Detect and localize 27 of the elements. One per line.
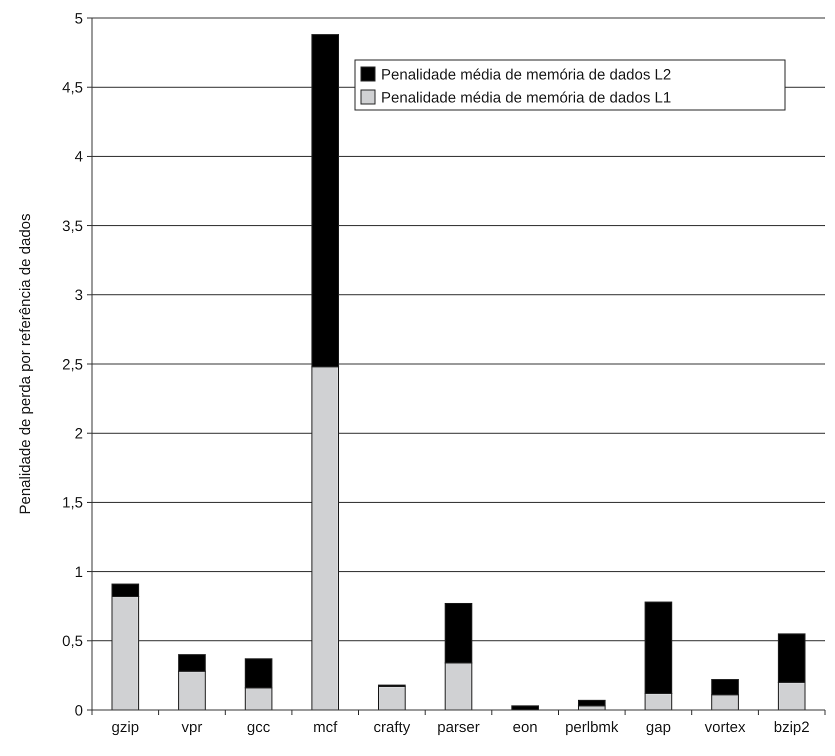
y-tick-label: 3 xyxy=(74,287,83,304)
x-tick-label: vpr xyxy=(182,719,202,736)
y-tick-label: 0 xyxy=(74,702,83,720)
x-tick-label: mcf xyxy=(313,719,338,736)
x-tick-label: vortex xyxy=(704,719,746,736)
x-tick-label: eon xyxy=(512,719,538,736)
y-tick-label: 5 xyxy=(74,10,83,28)
bar xyxy=(578,700,606,706)
x-tick-label: perlbmk xyxy=(565,719,619,736)
y-tick-label: 2,5 xyxy=(62,356,83,374)
y-tick-label: 4 xyxy=(74,148,83,166)
x-tick-label: gcc xyxy=(246,719,271,736)
y-tick-label: 1 xyxy=(74,564,83,581)
legend-label: Penalidade média de memória de dados L1 xyxy=(381,89,672,106)
x-tick-label: crafty xyxy=(374,719,411,736)
x-tick-label: gap xyxy=(646,719,671,736)
y-axis-title: Penalidade de perda por referência de dados xyxy=(17,213,34,515)
bar xyxy=(378,686,406,710)
y-tick-label: 4,5 xyxy=(62,79,83,96)
legend-label: Penalidade média de memória de dados L2 xyxy=(381,66,672,84)
y-tick-label: 2 xyxy=(74,425,83,442)
x-tick-label: parser xyxy=(437,719,480,736)
y-tick-label: 3,5 xyxy=(62,218,83,235)
y-tick-label: 1,5 xyxy=(62,494,83,512)
x-tick-label: gzip xyxy=(112,719,140,736)
x-tick-label: bzip2 xyxy=(774,719,810,736)
y-tick-label: 0,5 xyxy=(62,633,83,650)
